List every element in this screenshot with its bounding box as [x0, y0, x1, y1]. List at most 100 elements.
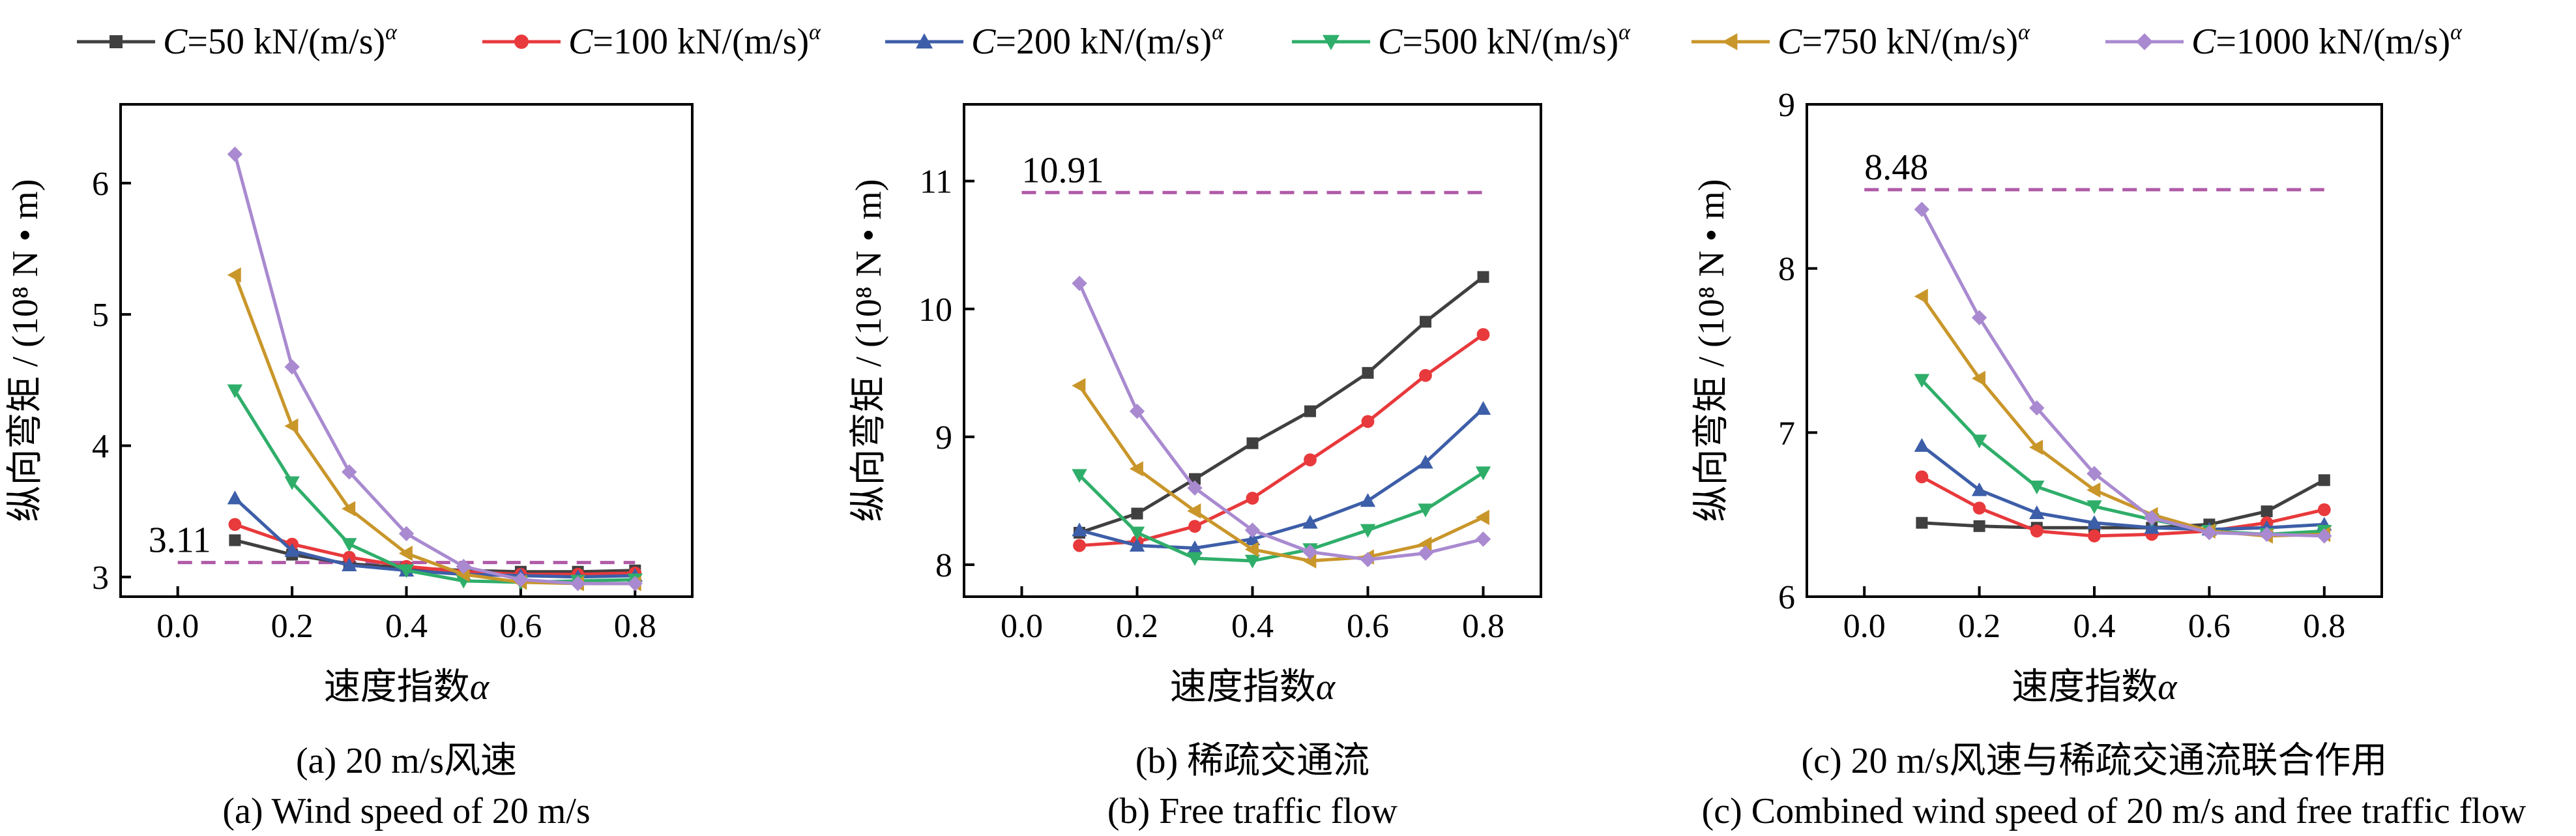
data-point: [1420, 316, 1431, 328]
chart-panel: 0.0 0.2 0.4 0.6 0.8 3 4 5 6 速度指数α 纵向弯矩 / (10⁸ N • …: [5, 103, 694, 831]
legend-marker: [1722, 33, 1738, 50]
data-point: [1072, 469, 1087, 483]
x-tick-label: 0.8: [1462, 608, 1504, 645]
data-point: [342, 550, 356, 564]
data-point: [1914, 202, 1930, 217]
data-point: [1187, 503, 1201, 519]
x-axis-title: 速度指数α: [324, 667, 490, 708]
caption-chinese: (b) 稀疏交通流: [1135, 741, 1369, 781]
series-line: [234, 522, 636, 576]
data-point: [284, 476, 300, 490]
data-point: [513, 572, 529, 588]
data-point: [284, 418, 299, 434]
legend-label: C=500 kN/(m/s)α: [1378, 20, 1631, 62]
data-point: [2144, 510, 2159, 526]
data-point: [2029, 505, 2045, 520]
legend: C=50 kN/(m/s)α C=100 kN/(m/s)α C=200 kN/(m…: [77, 20, 2463, 62]
data-point: [1362, 366, 1374, 379]
series: [1074, 271, 1489, 539]
series-line: [1079, 407, 1485, 550]
y-tick-label: 6: [1778, 579, 1795, 616]
legend-item: C=750 kN/(m/s)α: [1691, 20, 2030, 62]
y-tick-label: 9: [935, 419, 952, 456]
reference-label: 3.11: [149, 520, 211, 561]
data-point: [1914, 438, 1930, 452]
data-point: [1072, 522, 1087, 537]
data-point: [1973, 520, 1985, 532]
series-line: [1077, 385, 1484, 563]
caption-chinese: (a) 20 m/s风速: [296, 741, 517, 781]
caption-chinese: (c) 20 m/s风速与稀疏交通流联合作用: [1801, 741, 2387, 781]
data-point: [2318, 474, 2330, 486]
y-tick-label: 3: [92, 560, 109, 597]
x-tick-label: 0.0: [156, 608, 199, 645]
data-point: [2317, 528, 2332, 544]
data-point: [456, 558, 471, 575]
data-point: [2086, 482, 2101, 498]
y-tick-label: 11: [920, 164, 952, 201]
data-point: [1246, 437, 1259, 449]
data-point: [398, 564, 415, 578]
data-point: [2201, 525, 2217, 541]
legend-label: C=50 kN/(m/s)α: [163, 20, 398, 62]
data-point: [2261, 505, 2273, 518]
data-point: [1304, 453, 1317, 467]
data-point: [1361, 415, 1375, 428]
data-point: [1475, 531, 1491, 547]
series: [1072, 275, 1491, 567]
data-point: [2317, 503, 2331, 516]
data-point: [2086, 500, 2102, 515]
data-point: [1475, 509, 1489, 526]
data-point: [2086, 466, 2102, 481]
data-point: [2029, 440, 2043, 455]
data-point: [1360, 493, 1376, 507]
data-point: [1914, 288, 1928, 305]
data-point: [1131, 507, 1143, 520]
data-point: [342, 464, 357, 480]
data-point: [2029, 481, 2045, 495]
x-tick-label: 0.4: [2073, 608, 2116, 645]
reference-label: 10.91: [1022, 150, 1104, 190]
y-tick-label: 10: [918, 291, 952, 329]
y-axis-title: 纵向弯矩 / (10⁸ N • m): [849, 179, 889, 522]
caption-english: (c) Combined wind speed of 20 m/s and fr…: [1702, 791, 2526, 831]
x-tick-label: 0.6: [1347, 608, 1389, 645]
legend-label: C=200 kN/(m/s)α: [971, 20, 1224, 62]
data-point: [1246, 492, 1259, 505]
data-point: [1971, 310, 1987, 325]
y-tick-label: 6: [92, 166, 109, 203]
data-point: [1302, 544, 1318, 560]
series-line: [233, 497, 636, 579]
legend-item: C=1000 kN/(m/s)α: [2105, 20, 2463, 62]
data-point: [1915, 470, 1929, 484]
data-point: [1187, 540, 1203, 554]
data-point: [627, 576, 643, 591]
chart-panel: 0.0 0.2 0.4 0.6 0.8 6 7 8 9 速度指数α 纵向弯矩 / (10⁸ N • …: [1691, 87, 2526, 831]
x-tick-label: 0.4: [1231, 608, 1274, 645]
legend-label: C=100 kN/(m/s)α: [568, 20, 821, 62]
data-point: [1418, 536, 1432, 552]
data-point: [398, 526, 415, 542]
data-point: [1972, 501, 1986, 515]
legend-marker: [916, 33, 933, 49]
series-line: [1077, 282, 1484, 561]
x-tick-label: 0.0: [1001, 608, 1043, 645]
series-line: [1920, 444, 2324, 531]
data-point: [227, 384, 243, 398]
data-point: [227, 146, 243, 162]
data-point: [2030, 524, 2043, 538]
series: [1914, 202, 2332, 544]
data-point: [1072, 378, 1086, 394]
data-point: [1971, 370, 1985, 386]
x-tick-label: 0.8: [2303, 608, 2345, 645]
data-point: [1187, 480, 1203, 496]
legend-marker: [110, 35, 123, 48]
data-point: [1477, 271, 1489, 283]
data-point: [1971, 482, 1987, 496]
series: [227, 146, 643, 591]
x-axis-title: 速度指数α: [1170, 667, 1336, 708]
data-point: [1971, 434, 1987, 449]
data-point: [229, 534, 241, 546]
data-point: [570, 576, 586, 591]
data-point: [1188, 520, 1201, 533]
